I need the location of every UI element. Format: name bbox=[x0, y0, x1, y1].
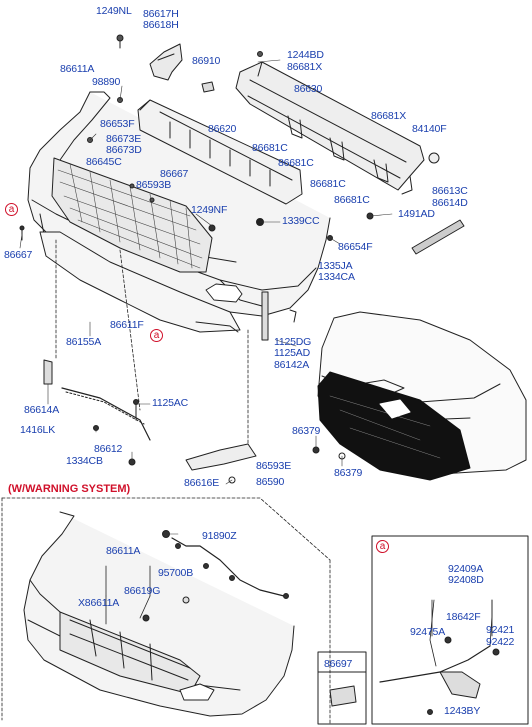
callout-a-box: a bbox=[376, 540, 389, 553]
label-86681X-a: 86681X bbox=[287, 61, 323, 73]
label-86619G: 86619G bbox=[124, 585, 161, 597]
label-1491AD: 1491AD bbox=[398, 208, 435, 220]
detail-box-86697 bbox=[317, 651, 367, 725]
label-1334CA-a: 1334CA bbox=[318, 271, 355, 283]
label-86667-b: 86667 bbox=[4, 249, 33, 261]
step-pad-grid bbox=[57, 163, 203, 269]
label-92422: 92422 bbox=[486, 636, 515, 648]
callout-a-bottom: a bbox=[150, 329, 163, 342]
label-86910: 86910 bbox=[192, 55, 221, 67]
label-84140F: 84140F bbox=[412, 123, 447, 135]
label-86613C: 86613C bbox=[432, 185, 468, 197]
label-86612: 86612 bbox=[94, 443, 123, 455]
label-86673E: 86673E bbox=[106, 133, 142, 145]
label-86593E: 86593E bbox=[256, 460, 292, 472]
label-86616E: 86616E bbox=[184, 477, 220, 489]
label-92409A: 92409A bbox=[448, 563, 484, 575]
label-1339CC: 1339CC bbox=[282, 215, 320, 227]
label-1334CB: 1334CB bbox=[66, 455, 103, 467]
reflector-86613C-drawing bbox=[411, 219, 465, 255]
label-86653F: 86653F bbox=[100, 118, 135, 130]
label-18642F: 18642F bbox=[446, 611, 481, 623]
label-86681C-d: 86681C bbox=[334, 194, 370, 206]
label-86142A: 86142A bbox=[274, 359, 310, 371]
label-86617H: 86617H bbox=[143, 8, 179, 20]
warning-bumper-drawing bbox=[23, 511, 295, 717]
label-1335JA: 1335JA bbox=[318, 260, 353, 272]
label-86681C-b: 86681C bbox=[278, 157, 314, 169]
label-86611F: 86611F bbox=[110, 319, 144, 331]
label-1243BY: 1243BY bbox=[444, 705, 481, 717]
label-86590: 86590 bbox=[256, 476, 285, 488]
label-92408D: 92408D bbox=[448, 574, 484, 586]
label-86681X-b: 86681X bbox=[371, 110, 407, 122]
label-86614A: 86614A bbox=[24, 404, 60, 416]
label-86697: 86697 bbox=[324, 658, 353, 670]
skid-plate-drawing bbox=[39, 231, 241, 333]
label-86379-b: 86379 bbox=[334, 467, 363, 479]
detail-box-a bbox=[371, 535, 529, 725]
label-86681C-a: 86681C bbox=[252, 142, 288, 154]
label-1125AC: 1125AC bbox=[152, 397, 188, 409]
dashed-guides bbox=[1, 239, 263, 721]
label-91890Z: 91890Z bbox=[202, 530, 237, 542]
bracket-86617H-drawing bbox=[149, 43, 183, 81]
grommet-86910-drawing bbox=[201, 81, 215, 93]
label-1249NF: 1249NF bbox=[191, 204, 228, 216]
label-1244BD: 1244BD bbox=[287, 49, 324, 61]
label-86379-a: 86379 bbox=[292, 425, 321, 437]
label-86654F: 86654F bbox=[338, 241, 373, 253]
label-86630: 86630 bbox=[294, 83, 323, 95]
warning-system-box bbox=[1, 497, 331, 726]
label-86618H: 86618H bbox=[143, 19, 179, 31]
label-92421: 92421 bbox=[486, 624, 515, 636]
warning-system-title: (W/WARNING SYSTEM) bbox=[8, 483, 131, 495]
energy-absorber-drawing bbox=[137, 99, 303, 205]
label-86681C-c: 86681C bbox=[310, 178, 346, 190]
garnish-86142A-drawing bbox=[261, 291, 297, 341]
label-86611A-w: 86611A bbox=[106, 545, 141, 557]
label-92475A: 92475A bbox=[410, 626, 446, 638]
label-86611A-top: 86611A bbox=[60, 63, 95, 75]
fasteners-drawing bbox=[19, 34, 440, 241]
vehicle-bumper-shade bbox=[317, 371, 471, 481]
label-86645C: 86645C bbox=[86, 156, 122, 168]
label-86673D: 86673D bbox=[106, 144, 142, 156]
label-X86611A: X86611A bbox=[78, 597, 120, 609]
label-1125AD: 1125AD bbox=[274, 347, 310, 359]
leader-lines bbox=[19, 59, 393, 535]
callout-a-left: a bbox=[5, 203, 18, 216]
label-1249NL: 1249NL bbox=[96, 5, 132, 17]
label-95700B: 95700B bbox=[158, 567, 194, 579]
label-86620: 86620 bbox=[208, 123, 237, 135]
vehicle-bumper-speckle bbox=[329, 395, 441, 459]
label-86593B: 86593B bbox=[136, 179, 172, 191]
label-1416LK: 1416LK bbox=[20, 424, 56, 436]
label-86614D: 86614D bbox=[432, 197, 468, 209]
label-1125DG: 1125DG bbox=[274, 336, 312, 348]
label-98890: 98890 bbox=[92, 76, 121, 88]
label-86155A: 86155A bbox=[66, 336, 102, 348]
label-86667-a: 86667 bbox=[160, 168, 189, 180]
bumper-beam-drawing bbox=[235, 61, 425, 195]
